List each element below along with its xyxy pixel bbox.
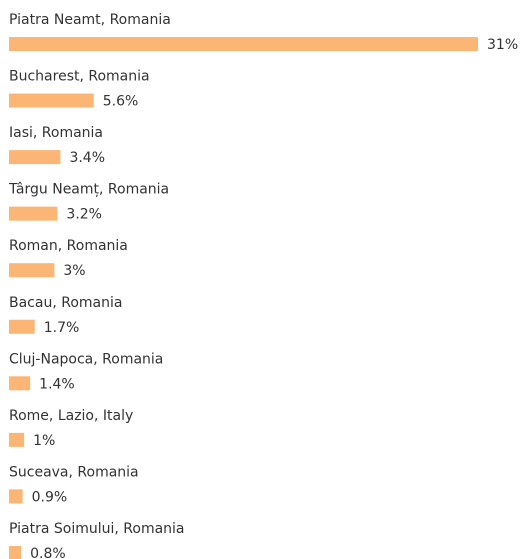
category-label: Târgu Neamț, Romania (8, 182, 169, 198)
bar (9, 206, 58, 221)
value-label: 3% (63, 263, 85, 279)
category-label: Piatra Neamt, Romania (9, 12, 171, 28)
value-label: 1.7% (44, 320, 80, 336)
bar (9, 319, 35, 334)
bar (9, 432, 25, 447)
category-label: Bacau, Romania (9, 295, 122, 311)
category-label: Piatra Soimului, Romania (9, 521, 185, 537)
value-label: 3.4% (69, 150, 105, 166)
category-label: Cluj-Napoca, Romania (9, 351, 163, 367)
category-label: Roman, Romania (9, 238, 128, 254)
category-label: Suceava, Romania (9, 464, 139, 480)
bar (9, 376, 31, 391)
bar (9, 37, 478, 51)
value-label: 3.2% (66, 207, 102, 223)
category-label: Bucharest, Romania (9, 69, 150, 85)
value-label: 31% (487, 37, 518, 53)
value-label: 0.8% (30, 546, 66, 559)
category-label: Iasi, Romania (9, 125, 103, 141)
value-label: 1.4% (39, 376, 75, 392)
bar (9, 93, 94, 108)
value-label: 5.6% (103, 94, 139, 110)
bar (9, 263, 55, 278)
bar (9, 545, 22, 559)
bar (9, 489, 23, 504)
value-label: 0.9% (32, 489, 68, 505)
category-label: Rome, Lazio, Italy (9, 408, 133, 424)
bar (9, 150, 61, 165)
value-label: 1% (33, 433, 55, 449)
